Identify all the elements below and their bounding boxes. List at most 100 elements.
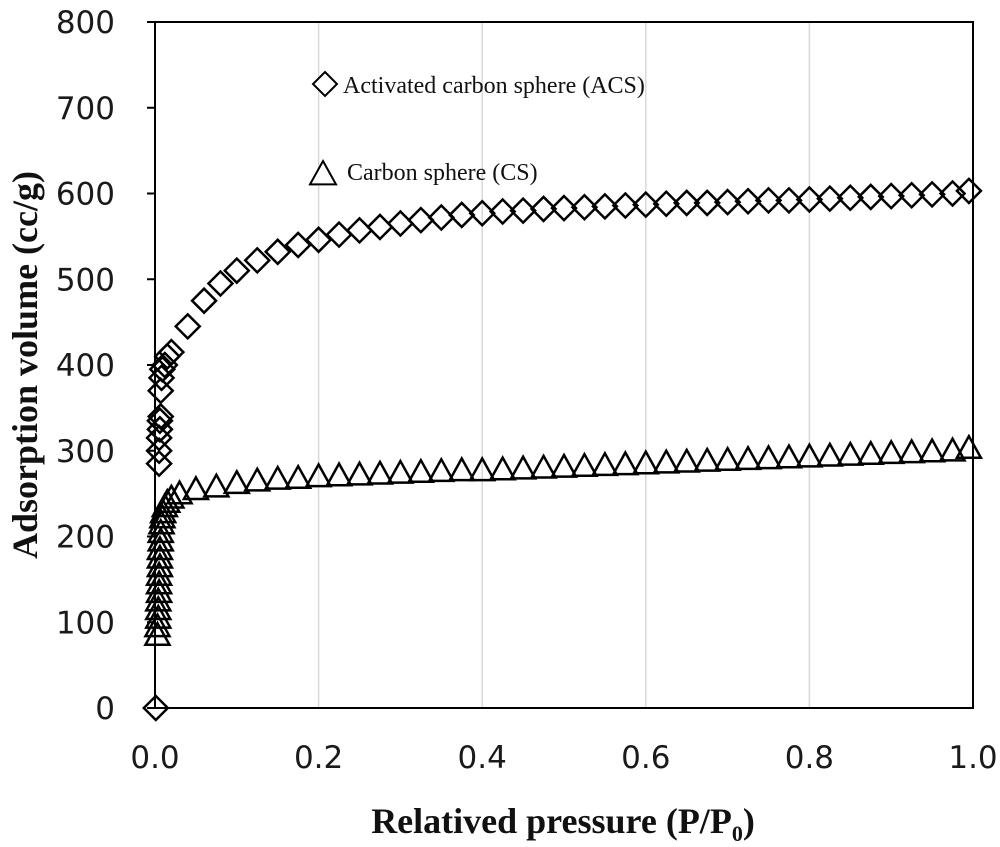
cs-point: [611, 449, 640, 476]
acs-point: [190, 286, 218, 315]
cs-point: [144, 569, 174, 595]
cs-point: [468, 455, 497, 482]
cs-point: [165, 479, 194, 505]
cs-point: [774, 443, 804, 469]
cs-point: [652, 448, 681, 474]
series-cs: [143, 433, 984, 646]
cs-point: [145, 551, 175, 578]
x-axis-ticks: 0.0 0.2 0.4 0.6 0.8 1.0: [130, 740, 997, 776]
cs-point: [145, 543, 175, 569]
x-axis-title-suffix: ): [743, 801, 755, 841]
acs-point: [754, 186, 783, 215]
acs-point: [206, 269, 235, 298]
cs-point: [713, 445, 742, 472]
cs-point: [795, 442, 824, 468]
y-tick-label: 800: [56, 5, 115, 41]
y-tick-label: 700: [56, 91, 115, 127]
legend-label-cs: Carbon sphere (CS): [347, 160, 538, 186]
acs-point: [938, 179, 967, 208]
acs-point: [955, 177, 983, 205]
legend: Activated carbon sphere (ACS) Carbon sph…: [308, 70, 645, 186]
series-acs: [142, 177, 983, 722]
cs-point: [406, 457, 435, 484]
legend-item-cs: Carbon sphere (CS): [308, 158, 538, 186]
acs-point: [142, 694, 170, 722]
cs-point: [202, 472, 231, 498]
cs-point: [917, 437, 947, 463]
acs-point: [366, 213, 394, 241]
acs-point: [713, 188, 742, 216]
cs-point: [631, 449, 660, 475]
cs-point: [144, 586, 173, 612]
cs-point: [146, 517, 175, 544]
acs-point: [795, 185, 824, 214]
acs-point: [775, 186, 803, 215]
acs-point: [447, 201, 476, 229]
y-tick-label: 100: [56, 605, 115, 641]
acs-point: [146, 406, 174, 435]
legend-label-acs: Activated carbon sphere (ACS): [343, 73, 645, 99]
cs-point: [590, 450, 620, 477]
x-tick-label: 1.0: [948, 740, 997, 776]
data-points: [142, 177, 984, 722]
x-tick-label: 0.8: [785, 740, 834, 776]
acs-point: [146, 402, 175, 431]
legend-triangle-marker: [308, 158, 338, 186]
cs-point: [324, 461, 354, 487]
cs-point: [672, 447, 701, 473]
acs-point: [918, 180, 946, 209]
cs-point: [143, 611, 172, 638]
acs-point: [345, 216, 374, 245]
cs-point: [243, 466, 272, 492]
y-tick-label: 200: [56, 520, 115, 556]
cs-point: [144, 594, 173, 621]
cs-point: [447, 455, 476, 482]
y-tick-label: 400: [56, 348, 115, 384]
acs-point: [836, 184, 865, 212]
x-tick-label: 0.6: [621, 740, 670, 776]
x-axis-title: Relatived pressure (P/P0): [371, 801, 755, 846]
acs-point: [468, 199, 496, 227]
x-tick-label: 0.0: [130, 740, 179, 776]
acs-point: [263, 238, 292, 266]
x-tick-label: 0.2: [294, 740, 343, 776]
cs-point: [145, 534, 175, 561]
cs-point: [386, 458, 415, 484]
gridlines: [317, 22, 811, 708]
cs-point: [570, 451, 599, 478]
legend-diamond-marker: [311, 70, 339, 98]
y-axis-title: Adsorption volume (cc/g): [5, 171, 45, 559]
cs-point: [143, 620, 172, 646]
cs-point: [222, 468, 251, 495]
cs-point: [938, 436, 967, 462]
acs-point: [570, 193, 599, 221]
acs-point: [509, 196, 537, 225]
cs-point: [693, 446, 722, 472]
cs-point: [897, 437, 926, 464]
acs-point: [157, 338, 186, 366]
cs-point: [144, 560, 174, 586]
acs-point: [877, 182, 905, 210]
y-tick-label: 500: [56, 262, 115, 298]
cs-point: [181, 474, 211, 501]
cs-point: [856, 439, 885, 466]
acs-point: [223, 256, 251, 285]
acs-point: [407, 206, 435, 234]
cs-point: [304, 461, 333, 488]
acs-point: [145, 436, 173, 465]
acs-point: [529, 195, 558, 223]
legend-item-acs: Activated carbon sphere (ACS): [311, 70, 645, 99]
cs-point: [345, 460, 374, 486]
x-axis-title-main: Relatived pressure (P/P: [371, 801, 732, 841]
acs-point: [652, 190, 681, 218]
cs-point: [365, 459, 395, 485]
acs-point: [672, 189, 701, 217]
cs-point: [836, 440, 865, 466]
acs-point: [591, 192, 619, 221]
acs-point: [693, 189, 721, 217]
cs-point: [146, 526, 175, 552]
x-axis-title-subscript: 0: [732, 821, 743, 846]
acs-point: [550, 194, 578, 222]
acs-point: [427, 203, 456, 232]
